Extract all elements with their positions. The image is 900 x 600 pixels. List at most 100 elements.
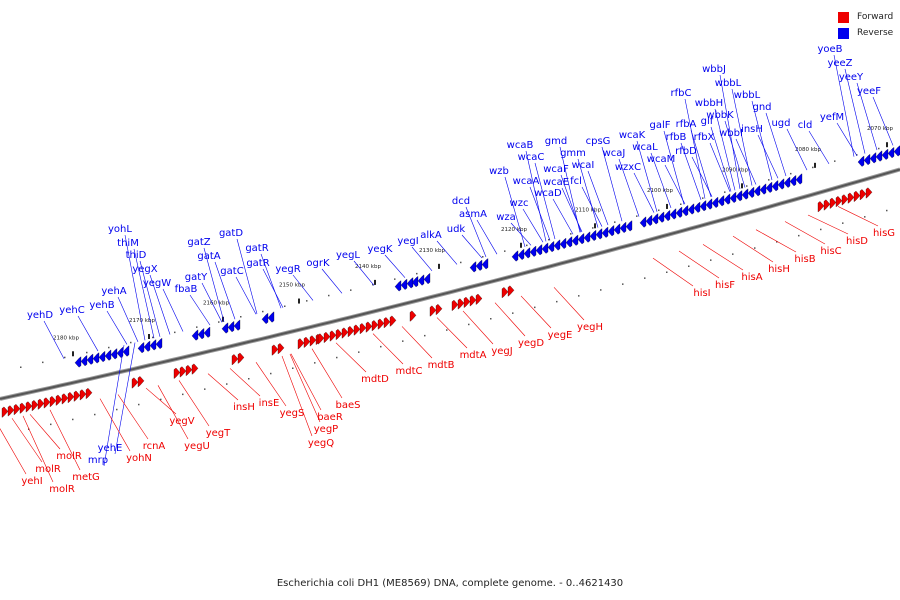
reverse-gene-arrow xyxy=(613,223,621,235)
guide-dot xyxy=(790,172,792,175)
forward-leader-line xyxy=(678,250,720,279)
guide-dot xyxy=(614,221,616,223)
reverse-leader-line xyxy=(724,120,746,188)
forward-leader-line xyxy=(755,229,797,253)
reverse-leader-line xyxy=(751,100,773,181)
reverse-leader-line xyxy=(856,82,878,151)
forward-gene-label: mdtC xyxy=(396,366,423,377)
reverse-leader-line xyxy=(684,98,706,199)
reverse-leader-line xyxy=(214,261,236,320)
reverse-leader-line xyxy=(189,294,211,326)
reverse-gene-label: thiM xyxy=(117,238,139,249)
reverse-gene-label: ogrK xyxy=(306,258,330,269)
forward-leader-line xyxy=(29,414,61,450)
reverse-gene-arrow xyxy=(777,178,785,190)
guide-dot xyxy=(724,191,726,193)
forward-gene-arrow xyxy=(329,330,337,342)
forward-leader-line xyxy=(436,317,468,349)
reverse-leader-line xyxy=(133,248,155,339)
reverse-gene-arrow xyxy=(110,348,118,360)
forward-gene-label: rcnA xyxy=(143,441,166,452)
reverse-gene-label: wcaM xyxy=(647,154,675,165)
forward-gene-arrow xyxy=(61,393,69,405)
reverse-gene-arrow xyxy=(571,234,579,246)
reverse-gene-label: wcaK xyxy=(619,130,646,141)
forward-gene-arrow xyxy=(1,406,9,418)
guide-dot xyxy=(108,346,110,349)
reverse-gene-arrow xyxy=(639,216,647,228)
guide-dot xyxy=(284,305,286,307)
reverse-gene-label: wzxC xyxy=(615,162,641,173)
reverse-leader-line xyxy=(836,122,858,156)
reverse-leader-line xyxy=(714,108,736,191)
reverse-gene-arrow xyxy=(765,181,773,193)
forward-gene-arrow xyxy=(359,323,367,335)
reverse-gene-arrow xyxy=(705,198,713,210)
reverse-gene-arrow xyxy=(523,247,531,259)
reverse-gene-arrow xyxy=(233,319,241,331)
reverse-gene-label: wcaJ xyxy=(603,148,626,159)
forward-leader-line xyxy=(732,235,774,263)
forward-leader-line xyxy=(207,373,239,401)
guide-dot xyxy=(394,278,396,280)
reverse-leader-line xyxy=(114,342,136,455)
forward-swatch xyxy=(838,11,849,23)
reverse-gene-label: yeeF xyxy=(857,86,881,97)
reverse-gene-label: rfbX xyxy=(694,132,715,143)
reverse-leader-line xyxy=(262,268,284,308)
reverse-gene-arrow xyxy=(693,201,701,213)
forward-leader-line xyxy=(462,310,494,345)
forward-gene-label: hisH xyxy=(768,264,790,275)
tick-label: 2090 kbp xyxy=(722,167,748,173)
forward-gene-label: baeS xyxy=(336,400,361,411)
forward-gene-arrow xyxy=(377,318,385,330)
forward-gene-arrow xyxy=(191,363,199,375)
reverse-gene-arrow xyxy=(875,150,883,162)
reverse-gene-arrow xyxy=(675,206,683,218)
reverse-gene-arrow xyxy=(759,183,767,195)
guide-dot xyxy=(42,361,44,364)
forward-gene-label: hisA xyxy=(741,272,762,283)
reverse-gene-arrow xyxy=(122,345,130,357)
guide-dot xyxy=(160,398,162,401)
forward-gene-label: molR xyxy=(56,451,82,462)
guide-dot xyxy=(20,366,22,368)
guide-dot xyxy=(314,362,316,364)
forward-gene-label: hisD xyxy=(846,236,868,247)
reverse-gene-label: alkA xyxy=(420,230,442,241)
guide-dot xyxy=(350,289,352,291)
forward-gene-arrow xyxy=(43,397,51,409)
guide-dot xyxy=(86,351,88,354)
reverse-gene-label: yegW xyxy=(143,278,171,289)
reverse-gene-arrow xyxy=(535,244,543,256)
forward-gene-label: hisB xyxy=(794,254,815,265)
guide-dot xyxy=(116,408,118,411)
forward-gene-arrow xyxy=(841,194,849,206)
guide-dot xyxy=(658,209,660,211)
guide-dot xyxy=(768,179,770,181)
forward-gene-arrow xyxy=(853,190,861,203)
guide-dot xyxy=(358,351,360,353)
guide-dot xyxy=(380,345,382,348)
reverse-swatch xyxy=(838,27,849,39)
forward-leader-line xyxy=(837,206,879,227)
forward-leader-line xyxy=(702,244,744,271)
reverse-gene-label: gatA xyxy=(197,251,220,262)
forward-gene-arrow xyxy=(277,343,285,355)
forward-gene-arrow xyxy=(317,333,325,345)
reverse-gene-arrow xyxy=(747,186,755,198)
reverse-gene-label: rfbB xyxy=(666,132,687,143)
reverse-leader-line xyxy=(601,146,623,222)
reverse-gene-arrow xyxy=(583,231,591,243)
forward-leader-line xyxy=(157,385,189,440)
reverse-gene-arrow xyxy=(529,245,537,257)
tick-label: 2140 kbp xyxy=(355,264,381,270)
guide-dot xyxy=(152,336,154,339)
reverse-gene-label: gatR xyxy=(245,243,268,254)
forward-gene-arrow xyxy=(507,285,515,297)
reverse-gene-arrow xyxy=(723,193,731,205)
legend: Forward Reverse xyxy=(838,9,893,41)
forward-gene-label: yegJ xyxy=(491,346,512,357)
forward-gene-label: yegT xyxy=(206,428,231,439)
reverse-gene-arrow xyxy=(589,229,597,241)
